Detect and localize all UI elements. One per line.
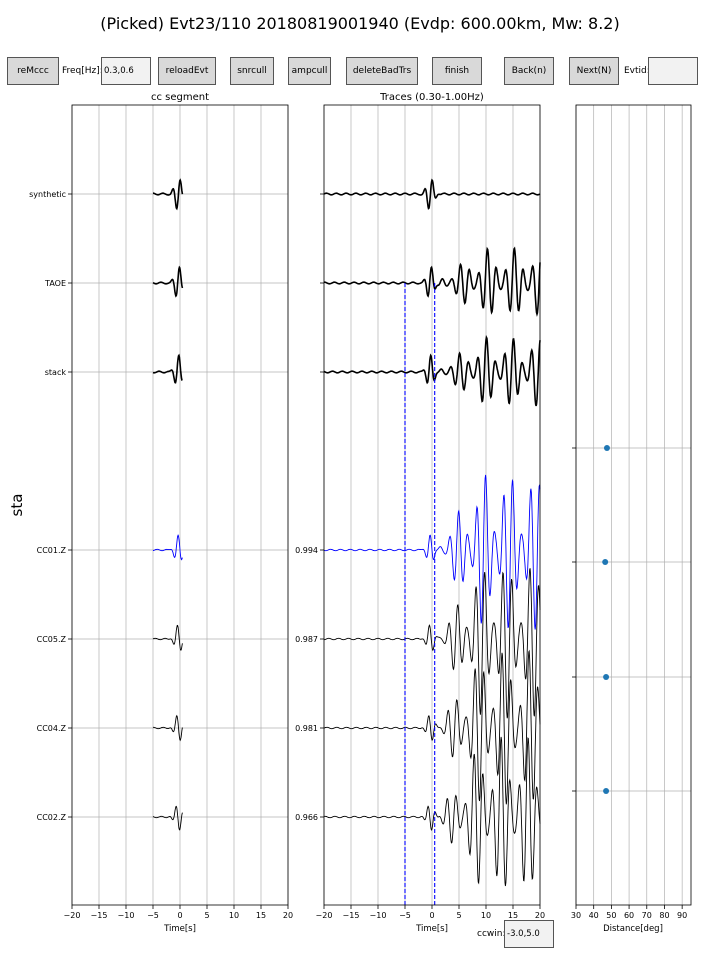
station-label: CC05.Z xyxy=(37,635,67,644)
distance-tick-label: 60 xyxy=(624,911,634,920)
distance-point xyxy=(602,559,609,565)
traces-tick-label: 0 xyxy=(429,911,434,920)
cc-segment-title: cc segment xyxy=(151,92,209,103)
trace-waveform xyxy=(323,334,541,407)
distance-point xyxy=(603,445,610,451)
cc-segment-tick-label: −15 xyxy=(91,911,108,920)
cc-segment-trace xyxy=(152,805,183,831)
distance-grid: 30 40 50 60 70 80 90 xyxy=(571,105,691,920)
cc-segment-tick-label: 5 xyxy=(204,911,209,920)
distance-points xyxy=(602,445,610,794)
station-label: stack xyxy=(45,368,67,377)
distance-point xyxy=(603,674,610,680)
trace-waveform xyxy=(324,568,541,719)
distance-tick-label: 50 xyxy=(606,911,616,920)
cc-segment-trace xyxy=(153,714,183,742)
cc-segment-trace xyxy=(152,534,183,561)
station-label: CC01.Z xyxy=(37,546,67,555)
trace-waveform xyxy=(323,474,541,630)
traces-tick-label: 5 xyxy=(456,911,461,920)
reload-evt-button[interactable]: reloadEvt xyxy=(158,57,216,85)
cc-segment-tick-label: −20 xyxy=(64,911,81,920)
distance-tick-label: 90 xyxy=(677,911,687,920)
cc-segment-tick-label: −5 xyxy=(147,911,159,920)
cc-value-label: 0.987 xyxy=(295,635,318,644)
cc-segment-trace xyxy=(152,265,184,298)
freq-input[interactable]: 0.3,0.6 xyxy=(101,57,151,85)
traces-tick-label: −20 xyxy=(316,911,333,920)
station-label: CC02.Z xyxy=(37,813,67,822)
snrcull-button[interactable]: snrcull xyxy=(230,57,274,85)
cc-segment-tick-label: −10 xyxy=(118,911,135,920)
traces-grid: −20 −15 −10 −5 0 5 10 15 20 0.994 0.987 0.981 0.966 xyxy=(295,105,545,920)
distance-tick-label: 70 xyxy=(642,911,652,920)
ccwin-label: ccwin: xyxy=(477,929,506,939)
sta-ylabel: sta xyxy=(8,494,26,517)
traces-tick-label: 10 xyxy=(481,911,491,920)
traces-tick-label: −5 xyxy=(399,911,411,920)
traces-tick-label: 20 xyxy=(535,911,545,920)
traces-title: Traces (0.30-1.00Hz) xyxy=(379,92,484,103)
freq-label: Freq[Hz]: xyxy=(62,66,103,76)
cc-segment-trace xyxy=(153,178,184,211)
evtid-input[interactable] xyxy=(648,57,698,85)
traces-xlabel: Time[s] xyxy=(415,924,448,934)
distance-xlabel: Distance[deg] xyxy=(603,924,663,934)
distance-tick-label: 30 xyxy=(571,911,581,920)
figure-title: (Picked) Evt23/110 20180819001940 (Evdp:… xyxy=(100,14,620,33)
next-button[interactable]: Next(N) xyxy=(569,57,619,85)
station-label: CC04.Z xyxy=(37,724,67,733)
finish-button[interactable]: finish xyxy=(432,57,482,85)
traces-tick-label: 15 xyxy=(508,911,518,920)
cc-segment-xlabel: Time[s] xyxy=(163,924,196,934)
trace-waveform xyxy=(323,246,541,317)
trace-waveform xyxy=(323,649,541,805)
ampcull-button[interactable]: ampcull xyxy=(288,57,331,85)
cc-value-label: 0.994 xyxy=(295,546,318,555)
traces-tick-label: −10 xyxy=(370,911,387,920)
traces-tick-label: −15 xyxy=(343,911,360,920)
cc-segment-traces xyxy=(152,178,184,831)
delete-bad-traces-button[interactable]: deleteBadTrs xyxy=(346,57,418,85)
cc-segment-tick-label: 0 xyxy=(177,911,182,920)
cc-segment-tick-label: 20 xyxy=(283,911,293,920)
station-label: synthetic xyxy=(29,190,66,199)
evtid-label: Evtid: xyxy=(624,66,650,76)
ccwin-input[interactable]: -3.0,5.0 xyxy=(504,920,554,948)
distance-point xyxy=(603,788,610,794)
distance-tick-label: 40 xyxy=(589,911,599,920)
cc-value-label: 0.981 xyxy=(295,724,318,733)
cc-segment-grid: −20 −15 −10 −5 0 5 10 15 20 synthetic TAOE stack CC0… xyxy=(29,105,293,920)
trace-waveform xyxy=(323,736,541,887)
distance-tick-label: 80 xyxy=(659,911,669,920)
trace-waveform xyxy=(323,178,541,210)
traces-frame xyxy=(323,104,541,906)
distance-frame xyxy=(575,104,692,906)
station-label: TAOE xyxy=(44,279,66,288)
cc-value-label: 0.966 xyxy=(295,813,318,822)
cc-segment-trace xyxy=(152,353,183,384)
remccc-button[interactable]: reMccc xyxy=(7,57,59,85)
cc-segment-tick-label: 10 xyxy=(229,911,239,920)
cc-segment-trace xyxy=(152,624,183,651)
cc-segment-tick-label: 15 xyxy=(256,911,266,920)
back-button[interactable]: Back(n) xyxy=(504,57,554,85)
cc-segment-frame xyxy=(71,104,289,906)
traces-waveforms xyxy=(323,178,541,905)
